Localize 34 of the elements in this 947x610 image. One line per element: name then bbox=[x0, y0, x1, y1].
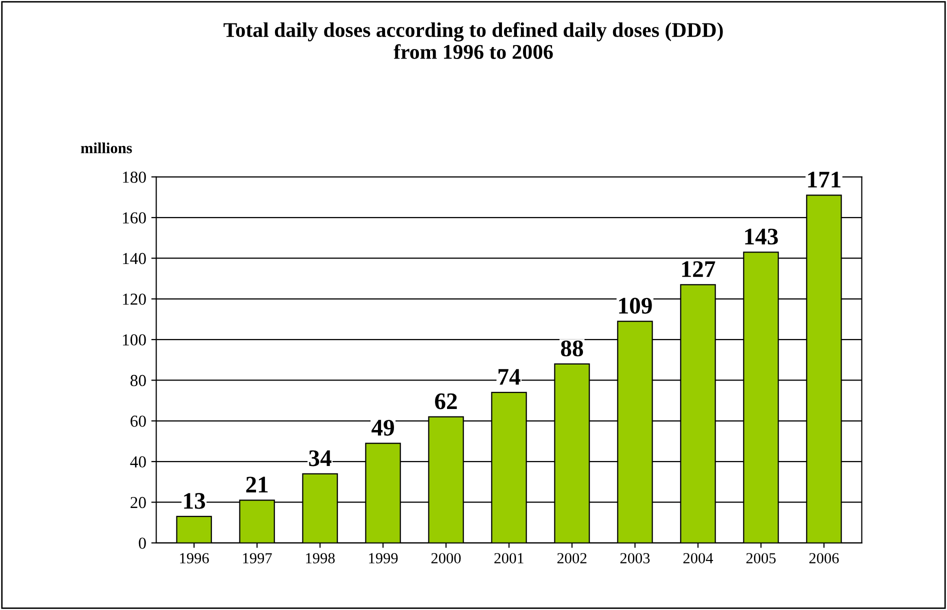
data-label: 171 bbox=[808, 172, 840, 188]
chart-title: Total daily doses according to defined daily doses (DDD) from 1996 to 2006 bbox=[224, 22, 723, 59]
x-tick-label: 2004 bbox=[683, 553, 714, 564]
x-tick-label: 2006 bbox=[809, 553, 839, 564]
y-tick-label: 40 bbox=[130, 456, 146, 468]
y-tick-label: 80 bbox=[130, 374, 146, 386]
x-tick-label: 1998 bbox=[306, 553, 335, 564]
y-tick-label: 0 bbox=[138, 538, 146, 549]
data-label: 127 bbox=[682, 261, 716, 277]
data-label: 74 bbox=[498, 369, 520, 385]
y-tick-label: 60 bbox=[130, 416, 146, 427]
data-label: 62 bbox=[435, 393, 457, 410]
x-tick-label: 2003 bbox=[620, 553, 650, 564]
data-label: 21 bbox=[246, 476, 268, 492]
data-label: 13 bbox=[184, 493, 206, 509]
data-label: 88 bbox=[560, 340, 584, 356]
data-label: 109 bbox=[619, 298, 652, 314]
y-tick-label: 120 bbox=[123, 294, 146, 305]
data-label: 49 bbox=[372, 420, 394, 436]
x-tick-label: 2005 bbox=[746, 553, 776, 564]
y-axis-title: millions bbox=[80, 142, 132, 154]
x-tick-label: 2002 bbox=[557, 553, 586, 564]
x-tick-label: 1996 bbox=[180, 553, 209, 564]
y-tick-label: 180 bbox=[123, 172, 146, 183]
x-tick-label: 2001 bbox=[494, 553, 524, 564]
data-label: 34 bbox=[309, 450, 332, 466]
x-tick-label: 1997 bbox=[243, 553, 272, 564]
y-tick-label: 100 bbox=[123, 334, 146, 346]
y-tick-label: 160 bbox=[123, 212, 146, 224]
y-tick-label: 20 bbox=[130, 496, 146, 508]
x-tick-label: 2000 bbox=[431, 553, 461, 564]
y-tick-label: 140 bbox=[123, 252, 146, 264]
data-label: 143 bbox=[745, 228, 778, 245]
x-tick-label: 1999 bbox=[369, 553, 398, 564]
